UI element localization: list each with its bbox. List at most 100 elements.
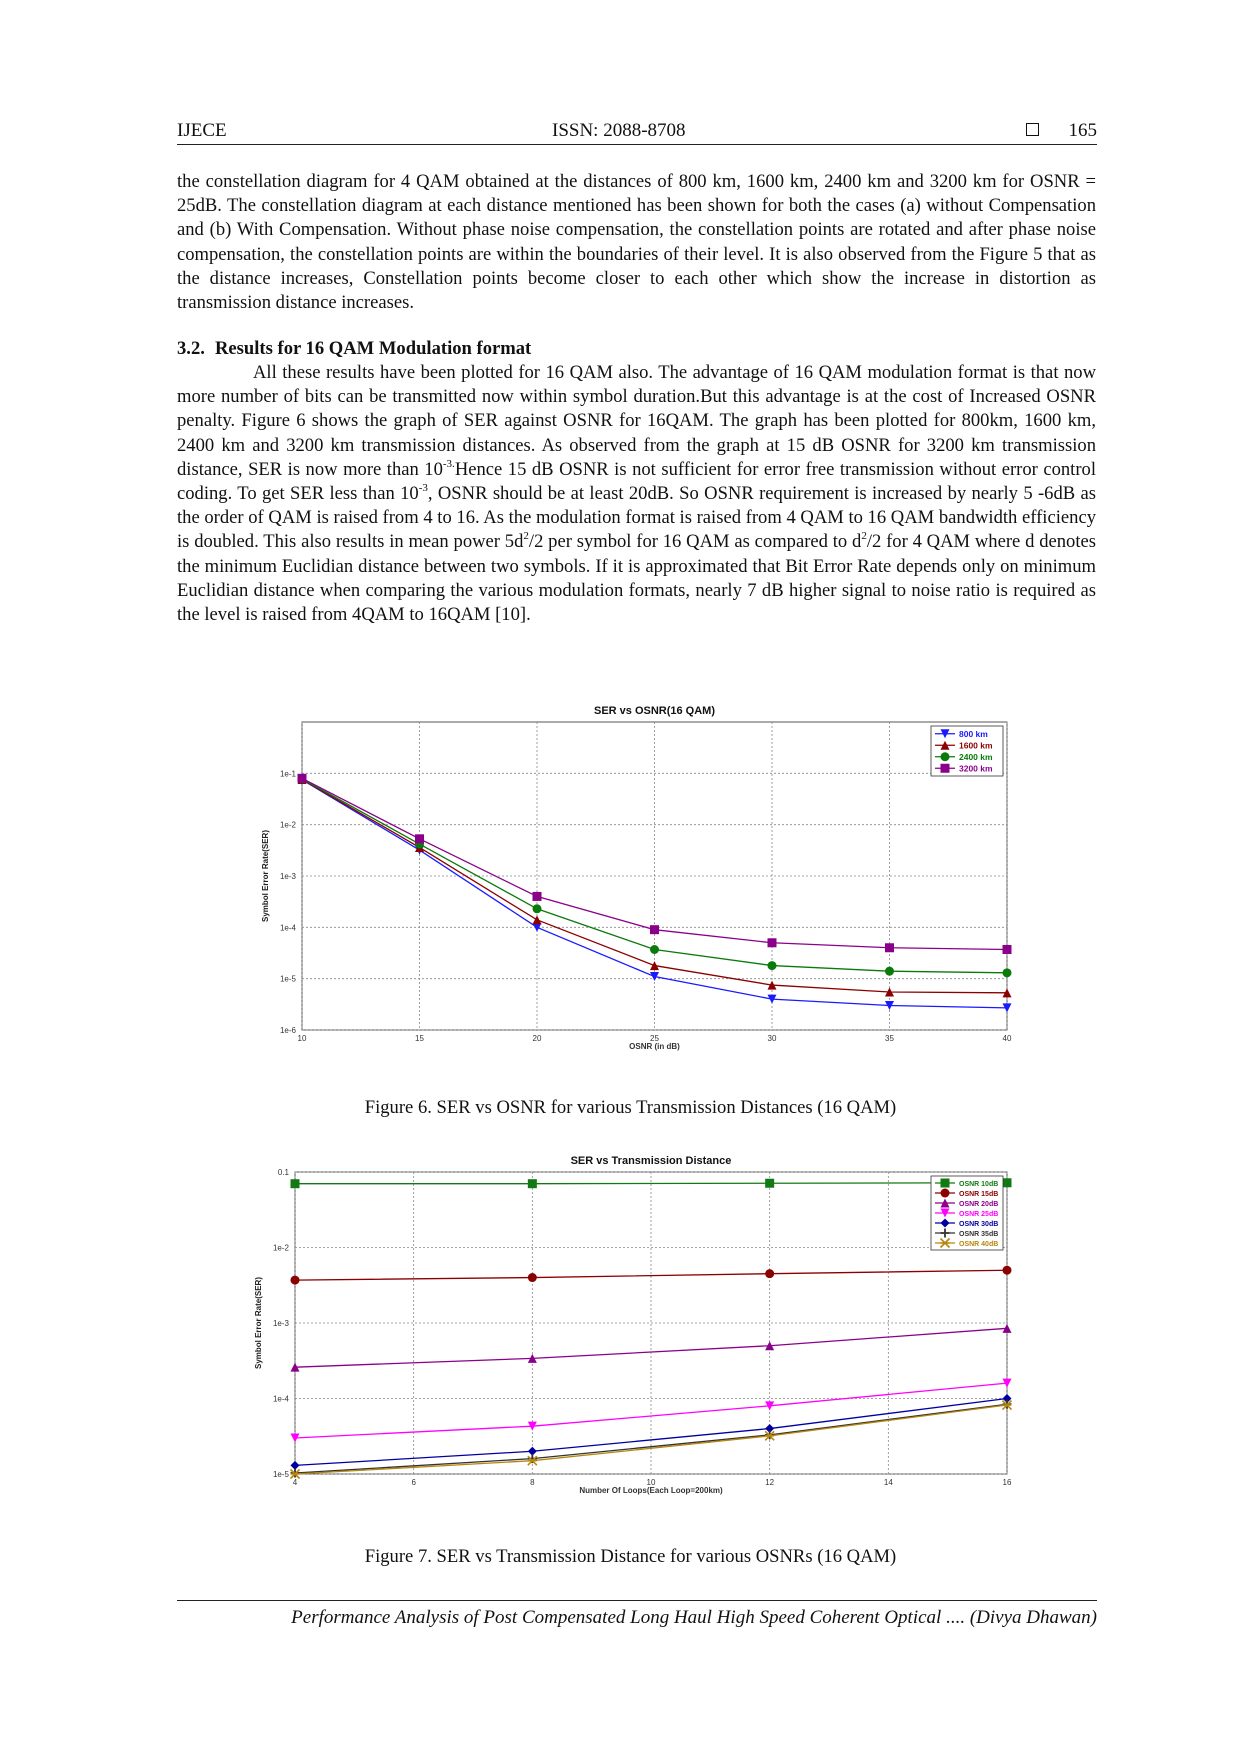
x-tick-label: 14: [884, 1478, 893, 1487]
data-point: [1002, 1178, 1012, 1188]
legend-swatch-marker: [939, 1237, 951, 1249]
data-point: [1002, 1265, 1012, 1275]
square-bullet-icon: [1025, 123, 1039, 136]
data-point: [650, 925, 659, 935]
p2-sup-1: -3.: [442, 457, 455, 470]
data-point: [1002, 1394, 1012, 1403]
data-point: [1002, 1323, 1012, 1333]
data-point: [885, 987, 894, 997]
data-point: [1002, 968, 1012, 978]
legend-entry: OSNR 35dB: [959, 1231, 998, 1238]
y-tick-label: 1e-1: [280, 769, 297, 778]
series-line: [294, 1327, 1008, 1368]
legend-entry: 1600 km: [959, 740, 993, 750]
x-tick-label: 40: [1003, 1034, 1012, 1043]
page-footer: Performance Analysis of Post Compensated…: [177, 1600, 1097, 1629]
legend-entry: OSNR 10dB: [959, 1181, 998, 1188]
data-point: [1002, 944, 1012, 954]
legend-swatch-marker: [940, 763, 950, 773]
x-axis-label: Number Of Loops(Each Loop=200km): [579, 1486, 723, 1495]
series-line: [294, 1382, 1008, 1439]
legend-swatch-marker: [940, 740, 950, 750]
data-point: [885, 1001, 894, 1011]
legend-swatch-marker: [940, 1198, 950, 1208]
data-point: [532, 915, 542, 925]
y-tick-label: 1e-5: [273, 1470, 290, 1479]
x-tick-label: 12: [765, 1478, 774, 1487]
issn: ISSN: 2088-8708: [552, 120, 686, 141]
p2-text-c: , OSNR should be at least 20dB. So OSNR …: [177, 483, 1096, 553]
figure-7-chart: SER vs Transmission Distance 0.1 1e-2 1e-3 1…: [255, 1155, 1013, 1495]
legend-swatch-marker: [940, 1188, 950, 1198]
data-point: [289, 1468, 301, 1480]
legend-swatch-marker: [940, 1228, 950, 1238]
data-point: [650, 944, 659, 954]
chart-title: SER vs OSNR(16 QAM): [594, 705, 715, 717]
data-point: [532, 904, 542, 914]
data-point: [527, 1446, 537, 1456]
series-line: [294, 1404, 1008, 1475]
x-tick-label: 15: [415, 1034, 424, 1043]
x-tick-label: 20: [533, 1034, 542, 1043]
data-point: [765, 1269, 775, 1279]
x-tick-label: 10: [298, 1034, 307, 1043]
legend-swatch-marker: [940, 1218, 950, 1228]
legend-entry: OSNR 15dB: [959, 1191, 998, 1198]
data-point: [527, 1353, 537, 1363]
p2-text-d: /2 per symbol for 16 QAM as compared to …: [528, 531, 862, 553]
data-point: [527, 1179, 537, 1189]
data-point: [767, 994, 777, 1004]
data-point: [527, 1421, 537, 1431]
x-tick-label: 4: [293, 1478, 298, 1487]
x-tick-label: 8: [530, 1478, 535, 1487]
y-axis-label: Symbol Error Rate(SER): [261, 830, 270, 922]
data-point: [767, 938, 777, 948]
x-tick-label: 16: [1003, 1478, 1012, 1487]
data-point: [527, 1273, 537, 1283]
data-point: [527, 1455, 538, 1466]
legend-entry: 3200 km: [959, 763, 993, 773]
data-point: [650, 961, 659, 971]
data-point: [885, 966, 894, 976]
data-point: [290, 1460, 300, 1470]
series-line: [295, 1182, 1008, 1185]
page-number: 165: [1068, 120, 1098, 141]
data-point: [767, 961, 777, 971]
data-point: [650, 972, 659, 982]
data-point: [765, 1341, 775, 1351]
series-line: [294, 1403, 1008, 1474]
legend-entry: OSNR 40dB: [959, 1241, 998, 1248]
y-tick-label: 1e-5: [280, 975, 297, 984]
figure-6-chart: SER vs OSNR(16 QAM) 1e-1 1e-2 1e-3 1e-4 1e-5 1…: [261, 705, 1012, 1051]
x-axis-label: OSNR (in dB): [629, 1042, 680, 1051]
legend-entry: OSNR 30dB: [959, 1221, 998, 1228]
page-header: IJECE ISSN: 2088-8708 165: [177, 118, 1097, 145]
y-axis-label: Symbol Error Rate(SER): [255, 1277, 263, 1369]
data-point: [532, 922, 542, 932]
y-tick-label: 1e-2: [273, 1244, 290, 1253]
legend-entry: OSNR 20dB: [959, 1201, 998, 1208]
legend-entry: OSNR 25dB: [959, 1211, 998, 1218]
data-point: [290, 1275, 300, 1285]
data-point: [290, 1179, 300, 1189]
p2-text-e: /2 for 4 QAM where d denotes the minimum…: [177, 531, 1096, 626]
data-point: [290, 1433, 300, 1443]
data-point: [1001, 1399, 1013, 1411]
data-point: [1002, 988, 1012, 998]
legend-swatch-marker: [940, 1208, 950, 1218]
data-point: [297, 773, 307, 783]
series-line: [294, 1397, 1008, 1467]
x-tick-label: 30: [768, 1034, 777, 1043]
paragraph-constellation: the constellation diagram for 4 QAM obta…: [177, 171, 1096, 314]
p2-sup-3: 2: [523, 530, 529, 543]
data-point: [885, 943, 894, 953]
y-tick-label: 1e-6: [280, 1026, 297, 1035]
figure-6-caption: Figure 6. SER vs OSNR for various Transm…: [364, 1097, 897, 1118]
chart-title: SER vs Transmission Distance: [571, 1155, 732, 1167]
data-point: [290, 1362, 300, 1372]
section-title: Results for 16 QAM Modulation format: [215, 338, 532, 359]
x-tick-label: 6: [411, 1478, 416, 1487]
section-heading: 3.2. Results for 16 QAM Modulation format: [177, 338, 531, 360]
y-tick-label: 1e-2: [280, 821, 297, 830]
data-point: [764, 1430, 775, 1441]
